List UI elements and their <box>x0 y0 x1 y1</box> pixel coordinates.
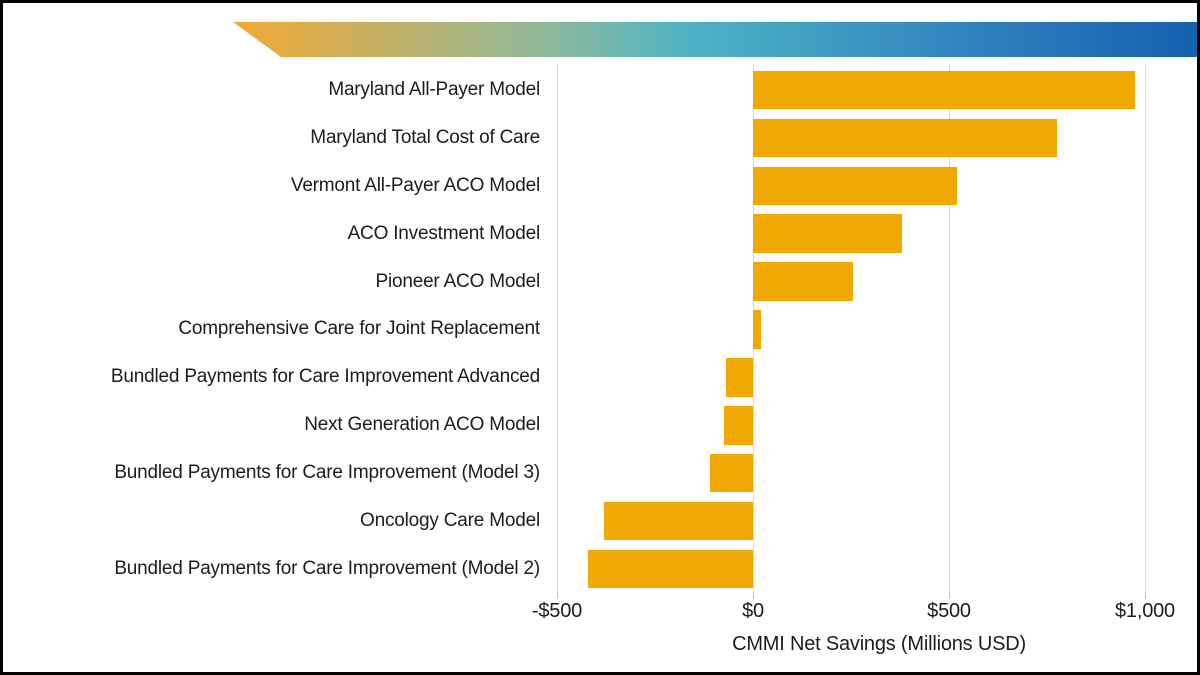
x-tick-label: -$500 <box>531 600 583 622</box>
bar <box>753 310 761 349</box>
axis-tick <box>557 592 558 599</box>
category-label: Next Generation ACO Model <box>304 414 540 436</box>
bar <box>753 70 1136 110</box>
bar <box>753 118 1057 158</box>
bar <box>725 358 753 397</box>
x-tick-label: $1,000 <box>1115 600 1175 622</box>
category-label: Comprehensive Care for Joint Replacement <box>178 318 540 340</box>
x-tick-label: $0 <box>742 600 764 622</box>
bar <box>709 453 753 493</box>
category-label: Oncology Care Model <box>360 510 540 532</box>
category-label: Bundled Payments for Care Improvement (M… <box>114 557 540 579</box>
bar <box>604 501 753 541</box>
axis-tick <box>1145 592 1146 599</box>
gridline <box>557 64 558 592</box>
axis-tick <box>753 592 754 599</box>
x-tick-label: $500 <box>927 600 971 622</box>
bar <box>753 166 957 205</box>
category-label: Vermont All-Payer ACO Model <box>290 174 540 196</box>
banner-gradient-bar <box>233 22 1197 57</box>
gridline <box>949 64 950 592</box>
category-label: Pioneer ACO Model <box>375 270 540 292</box>
category-label: Maryland All-Payer Model <box>328 78 540 100</box>
axis-tick <box>949 592 950 599</box>
bar <box>588 549 753 589</box>
bar <box>723 406 753 445</box>
category-label: Bundled Payments for Care Improvement Ad… <box>110 366 540 388</box>
category-label: Maryland Total Cost of Care <box>310 126 540 148</box>
bar <box>753 214 902 253</box>
bar <box>753 262 853 301</box>
gridline <box>1145 64 1146 592</box>
category-label: ACO Investment Model <box>347 222 541 244</box>
x-axis-title: CMMI Net Savings (Millions USD) <box>732 633 1026 655</box>
category-label: Bundled Payments for Care Improvement (M… <box>114 462 540 484</box>
